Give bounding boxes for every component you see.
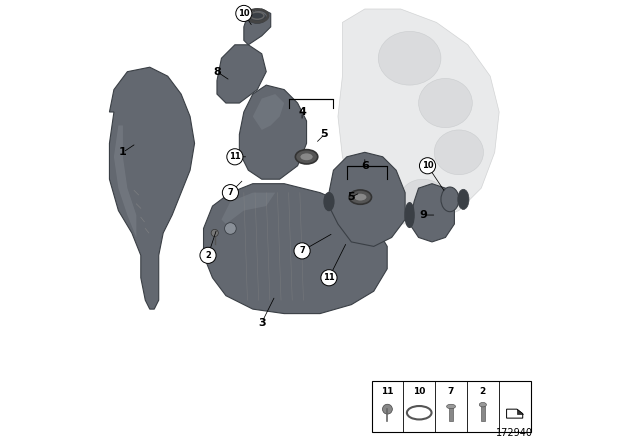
Circle shape: [236, 5, 252, 22]
Ellipse shape: [458, 189, 469, 210]
Text: 7: 7: [300, 246, 305, 255]
Text: 4: 4: [298, 107, 306, 117]
Ellipse shape: [324, 193, 334, 211]
Ellipse shape: [441, 187, 459, 212]
Text: 2: 2: [480, 387, 486, 396]
Text: 7: 7: [228, 188, 233, 197]
Circle shape: [321, 270, 337, 286]
Text: 5: 5: [348, 192, 355, 202]
Ellipse shape: [378, 31, 441, 85]
Circle shape: [419, 158, 436, 174]
Polygon shape: [239, 85, 307, 179]
Polygon shape: [204, 184, 387, 314]
Bar: [449, 407, 453, 421]
Polygon shape: [410, 184, 454, 242]
Text: 9: 9: [419, 210, 427, 220]
Circle shape: [225, 223, 236, 234]
Text: 172940: 172940: [496, 428, 533, 438]
Text: 2: 2: [205, 251, 211, 260]
Ellipse shape: [296, 150, 317, 164]
Ellipse shape: [349, 190, 371, 204]
Text: 3: 3: [258, 318, 266, 327]
Text: 5: 5: [321, 129, 328, 139]
Bar: [481, 406, 484, 421]
Text: 10: 10: [238, 9, 250, 18]
Ellipse shape: [300, 153, 314, 161]
Circle shape: [222, 185, 239, 201]
Polygon shape: [507, 409, 523, 418]
Text: 10: 10: [413, 387, 426, 396]
Polygon shape: [221, 193, 275, 224]
Ellipse shape: [435, 130, 484, 175]
Polygon shape: [109, 67, 195, 309]
Text: 6: 6: [361, 161, 369, 171]
Text: 11: 11: [381, 387, 394, 396]
Ellipse shape: [248, 13, 266, 24]
Polygon shape: [517, 409, 523, 414]
Text: 7: 7: [448, 387, 454, 396]
Ellipse shape: [353, 193, 367, 201]
Text: 1: 1: [119, 147, 127, 157]
Circle shape: [227, 149, 243, 165]
Polygon shape: [338, 9, 499, 224]
Polygon shape: [114, 125, 136, 237]
Text: 10: 10: [422, 161, 433, 170]
Polygon shape: [217, 45, 266, 103]
Ellipse shape: [419, 78, 472, 128]
Polygon shape: [244, 9, 271, 45]
Polygon shape: [253, 94, 284, 130]
Circle shape: [200, 247, 216, 263]
Bar: [371, 381, 531, 432]
Circle shape: [294, 243, 310, 259]
Ellipse shape: [447, 404, 456, 409]
Ellipse shape: [405, 202, 414, 228]
Circle shape: [211, 229, 218, 237]
Circle shape: [383, 404, 392, 414]
Text: 11: 11: [229, 152, 241, 161]
Text: 8: 8: [213, 67, 221, 77]
Ellipse shape: [401, 179, 445, 215]
Polygon shape: [329, 152, 405, 246]
Ellipse shape: [479, 402, 486, 407]
Text: 11: 11: [323, 273, 335, 282]
